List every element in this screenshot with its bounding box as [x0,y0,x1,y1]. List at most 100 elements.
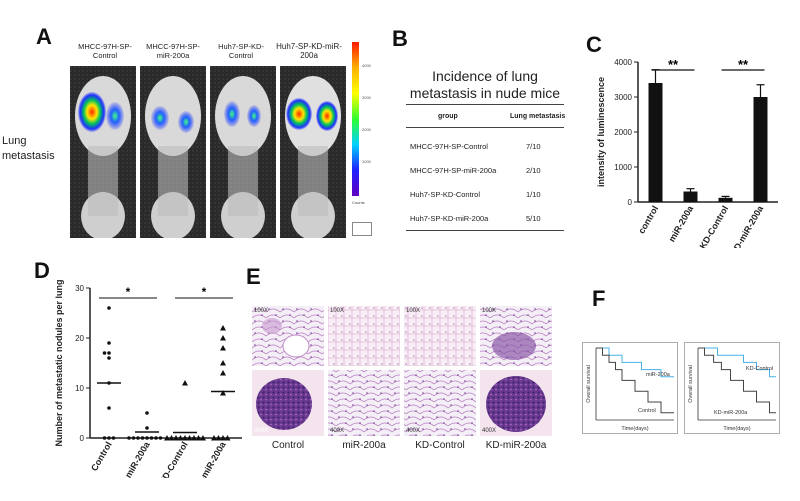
mag-label-1-top: 100X [254,308,269,314]
series-label: Control [638,408,656,414]
data-point [182,380,188,386]
panel-letter-e: E [246,264,261,289]
y-tick-label: 1000 [614,163,632,172]
x-tick-label: KD-miR-200a [191,439,228,478]
mouse-panel-1 [70,66,136,238]
mag-label-4-bottom: 400X [482,428,497,434]
panel-letter-d: D [34,258,50,283]
table-row-3-value: 1/10 [526,190,541,199]
mag-label-4-top: 100X [482,308,497,314]
data-point [107,406,111,410]
panel-letter-b: B [392,26,408,51]
data-point [107,436,111,440]
data-point [164,435,170,441]
data-point [195,435,202,441]
table-row-4-value: 5/10 [526,214,541,223]
y-axis-label: Overall survival [586,365,592,403]
histo-label-kd-control: KD-Control [415,440,465,451]
mouse-panel-3 [210,66,276,238]
series-label: KD-miR-200a [714,410,748,416]
data-point [154,436,158,440]
x-axis-label: Time(days) [621,426,648,432]
y-tick-label: 0 [80,434,85,443]
data-point [191,435,197,441]
data-point [200,435,206,441]
survival-curve [596,347,674,378]
y-axis-label: intensity of luminescence [596,77,606,187]
table-row-2-group: MHCC-97H-SP-miR-200a [410,166,497,175]
significance-mark: ** [668,57,679,72]
histo-label-kd-mir200a: KD-miR-200a [485,440,547,451]
survival-curve [596,347,674,414]
table-header-metastasis: Lung metastasis [510,113,566,120]
data-point [182,435,188,441]
data-point [140,436,145,440]
mag-label-3-top: 100X [406,308,421,314]
color-scale-unit: Counts [352,200,365,205]
table-header-group: group [438,113,458,120]
group-label-4: Huh7-SP-KD-miR-200a [276,42,342,60]
data-point [168,435,175,441]
mag-label-2-top: 100X [330,308,345,314]
data-point [107,341,111,345]
x-axis-label: Time(days) [723,426,750,432]
data-point [220,435,226,441]
group-label-3: Huh7-SP-KD-Control [218,42,264,60]
data-point [177,435,184,441]
km-frame [582,342,678,434]
data-point [220,390,226,396]
x-tick-label: KD-miR-200a [729,203,766,248]
mag-label-2-bottom: 400X [330,428,345,434]
histology-grid [252,306,552,436]
bar [753,97,768,202]
table-row-2-value: 2/10 [526,166,541,175]
group-label-1: MHCC-97H-SP-Control [78,42,132,60]
color-scale-ticks: 4000 3000 2000 1000 [362,50,371,178]
data-point [136,436,140,440]
panel-d-scatter-chart: 0 10 20 30 Number of metastatic nodules per … [54,279,242,478]
scale-tick-1: 4000 [362,63,371,68]
mag-label-1-bottom: 400X [254,428,269,434]
data-point [158,436,163,440]
scale-tick-3: 2000 [362,127,371,132]
y-tick-label: 3000 [614,93,632,102]
data-point [220,370,226,376]
data-point [107,351,111,355]
table-row-1-group: MHCC-97H-SP-Control [410,142,488,151]
series-label: KD-Control [746,366,773,372]
y-axis-label: Number of metastatic nodules per lung [54,279,64,446]
panel-f-survival-right: Overall survival Time(days) KD-Control KD-m… [684,342,780,434]
km-frame [684,342,780,434]
y-tick-label: 2000 [614,128,632,137]
bar [648,83,663,202]
histo-label-mir200a: miR-200a [342,440,386,451]
significance-mark: * [126,285,131,299]
bar [718,197,733,202]
x-tick-label: miR-200a [667,203,696,244]
x-tick-label: KD-Control [698,204,731,248]
panel-letter-c: C [586,32,602,57]
data-point [211,435,217,441]
data-point [186,435,193,441]
panel-letter-a: A [36,24,52,49]
x-tick-label: miR-200a [123,439,152,478]
table-rule-bottom [406,230,564,231]
data-point [224,435,231,441]
data-point [173,435,179,441]
panel-letter-f: F [592,286,606,311]
panel-c-bar-chart: 0 1000 2000 3000 4000 intensity of luminescen… [596,57,778,248]
data-point [220,345,226,351]
data-point [145,426,149,430]
color-scale-legend-box [352,222,372,236]
panel-f-survival-left: Overall survival Time(days) miR-200a Contro… [582,342,678,434]
data-point [131,436,136,440]
row-label-lung-metastasis: Lung metastasis [2,135,55,162]
data-point [220,335,226,341]
y-tick-label: 20 [75,334,84,343]
scale-tick-4: 1000 [362,159,371,164]
table-row-4-group: Huh7-SP-KD-miR-200a [410,214,489,223]
survival-curve [698,347,776,414]
data-point [145,411,149,415]
data-point [149,436,154,440]
data-point [220,325,226,331]
